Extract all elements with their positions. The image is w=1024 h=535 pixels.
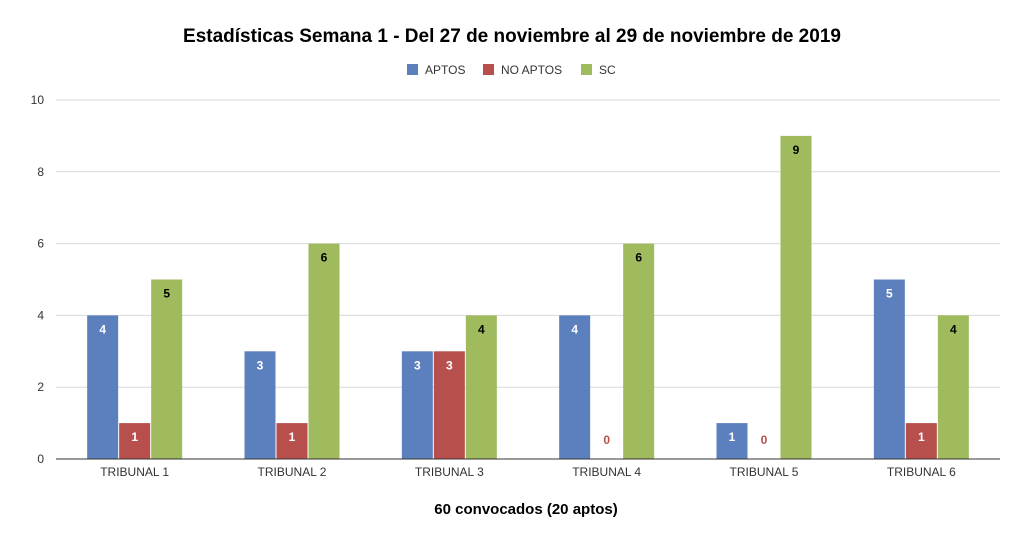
data-label: 1: [289, 430, 296, 444]
bar-aptos: [716, 423, 748, 459]
data-label: 4: [950, 322, 957, 336]
data-label: 1: [729, 430, 736, 444]
legend-swatch: [483, 64, 494, 75]
bar-aptos: [559, 315, 591, 459]
data-label: 0: [761, 433, 768, 447]
data-label: 4: [478, 322, 485, 336]
legend-label: APTOS: [425, 63, 465, 77]
bar-aptos: [244, 351, 276, 459]
data-label: 4: [99, 322, 106, 336]
y-tick-label: 10: [31, 93, 45, 107]
data-label: 3: [414, 358, 421, 372]
y-tick-label: 2: [37, 380, 44, 394]
y-tick-label: 0: [37, 452, 44, 466]
x-axis-ticks: TRIBUNAL 1 TRIBUNAL 2 TRIBUNAL 3 TRIBUNAL 4…: [100, 465, 956, 479]
data-label: 3: [446, 358, 453, 372]
bar-sc: [780, 135, 812, 459]
y-tick-label: 4: [37, 308, 44, 322]
x-tick-label: TRIBUNAL 5: [730, 465, 799, 479]
legend: APTOS NO APTOS SC: [407, 63, 616, 77]
data-label: 0: [603, 433, 610, 447]
bar-sc: [937, 315, 969, 459]
bar-sc: [308, 243, 340, 459]
x-tick-label: TRIBUNAL 6: [887, 465, 956, 479]
data-labels: 4 1 5 3 1 6 3 3 4 4 0 6 1 0 9 5 1 4: [99, 143, 957, 447]
data-label: 6: [321, 251, 328, 265]
y-tick-label: 8: [37, 165, 44, 179]
chart-title: Estadísticas Semana 1 - Del 27 de noviem…: [183, 26, 841, 47]
data-label: 1: [918, 430, 925, 444]
y-axis-ticks: 0 2 4 6 8 10: [31, 93, 45, 466]
x-tick-label: TRIBUNAL 3: [415, 465, 484, 479]
data-label: 9: [793, 143, 800, 157]
bars: [87, 135, 969, 459]
bar-sc: [465, 315, 497, 459]
legend-swatch: [581, 64, 592, 75]
legend-label: SC: [599, 63, 616, 77]
data-label: 5: [163, 287, 170, 301]
x-tick-label: TRIBUNAL 4: [572, 465, 641, 479]
bar-no-aptos: [905, 423, 937, 459]
bar-no-aptos: [119, 423, 151, 459]
data-label: 4: [571, 322, 578, 336]
bar-aptos: [873, 279, 905, 459]
x-tick-label: TRIBUNAL 1: [100, 465, 169, 479]
y-tick-label: 6: [37, 237, 44, 251]
x-tick-label: TRIBUNAL 2: [258, 465, 327, 479]
bar-sc: [623, 243, 655, 459]
bar-aptos: [87, 315, 119, 459]
legend-label: NO APTOS: [501, 63, 562, 77]
data-label: 1: [131, 430, 138, 444]
legend-swatch: [407, 64, 418, 75]
bar-sc: [151, 279, 183, 459]
gridlines: [56, 99, 1000, 388]
data-label: 5: [886, 287, 893, 301]
bar-no-aptos: [276, 423, 308, 459]
data-label: 6: [635, 251, 642, 265]
bar-no-aptos: [433, 351, 465, 459]
bar-aptos: [401, 351, 433, 459]
x-axis-title: 60 convocados (20 aptos): [434, 501, 617, 518]
data-label: 3: [257, 358, 264, 372]
